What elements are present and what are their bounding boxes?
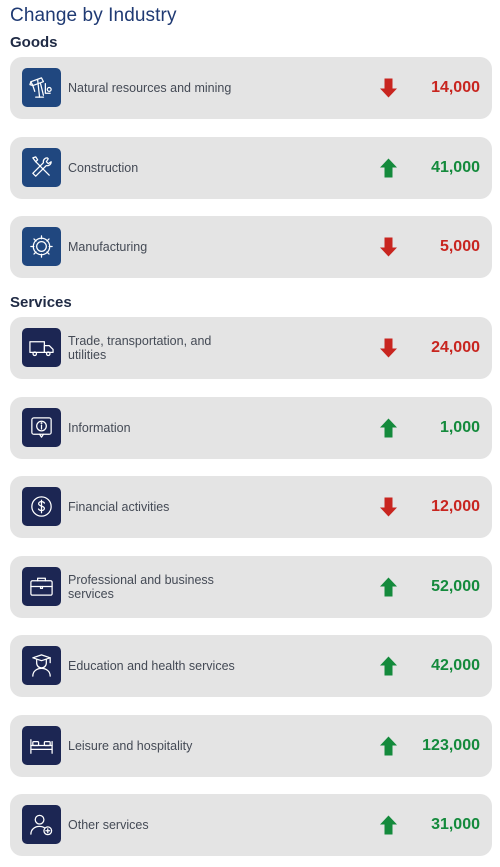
oil-pump-icon [22, 68, 61, 107]
industry-label: Manufacturing [68, 240, 148, 254]
card-manufacturing: Manufacturing 5,000 [10, 216, 492, 278]
info-icon [22, 408, 61, 447]
bed-icon [22, 726, 61, 765]
card-construction: Construction 41,000 [10, 137, 492, 199]
card-other-services: Other services 31,000 [10, 794, 492, 856]
change-value: 24,000 [431, 339, 480, 356]
industry-label: Professional and business services [68, 573, 214, 601]
change-value: 5,000 [439, 238, 480, 255]
section-title-goods: Goods [10, 34, 58, 51]
gear-icon [22, 227, 61, 266]
arrow-up-icon [380, 158, 397, 178]
change-value: 1,000 [439, 419, 480, 436]
arrow-down-icon [380, 237, 397, 257]
industry-label: Construction [68, 161, 139, 175]
industry-label: Leisure and hospitality [68, 739, 193, 753]
arrow-up-icon [380, 418, 397, 438]
change-value: 42,000 [431, 657, 480, 674]
industry-label: Other services [68, 818, 149, 832]
change-value: 123,000 [422, 737, 480, 754]
section-title-services: Services [10, 294, 72, 311]
briefcase-icon [22, 567, 61, 606]
arrow-down-icon [380, 497, 397, 517]
arrow-up-icon [380, 815, 397, 835]
change-value: 14,000 [431, 79, 480, 96]
arrow-up-icon [380, 577, 397, 597]
change-value: 52,000 [431, 578, 480, 595]
card-financial: Financial activities 12,000 [10, 476, 492, 538]
arrow-up-icon [380, 656, 397, 676]
card-education: Education and health services 42,000 [10, 635, 492, 697]
change-value: 12,000 [431, 498, 480, 515]
arrow-up-icon [380, 736, 397, 756]
graduate-icon [22, 646, 61, 685]
card-information: Information 1,000 [10, 397, 492, 459]
industry-label: Financial activities [68, 500, 170, 514]
industry-label: Education and health services [68, 659, 235, 673]
card-natural-resources: Natural resources and mining 14,000 [10, 57, 492, 119]
person-plus-icon [22, 805, 61, 844]
card-trade: Trade, transportation, and utilities 24,… [10, 317, 492, 379]
arrow-down-icon [380, 78, 397, 98]
industry-label: Information [68, 421, 131, 435]
page-title: Change by Industry [10, 5, 177, 26]
dollar-icon [22, 487, 61, 526]
industry-label: Trade, transportation, and utilities [68, 334, 212, 362]
change-value: 41,000 [431, 159, 480, 176]
tools-icon [22, 148, 61, 187]
card-professional: Professional and business services 52,00… [10, 556, 492, 618]
industry-label: Natural resources and mining [68, 81, 232, 95]
arrow-down-icon [380, 338, 397, 358]
change-value: 31,000 [431, 816, 480, 833]
truck-icon [22, 328, 61, 367]
card-leisure: Leisure and hospitality 123,000 [10, 715, 492, 777]
